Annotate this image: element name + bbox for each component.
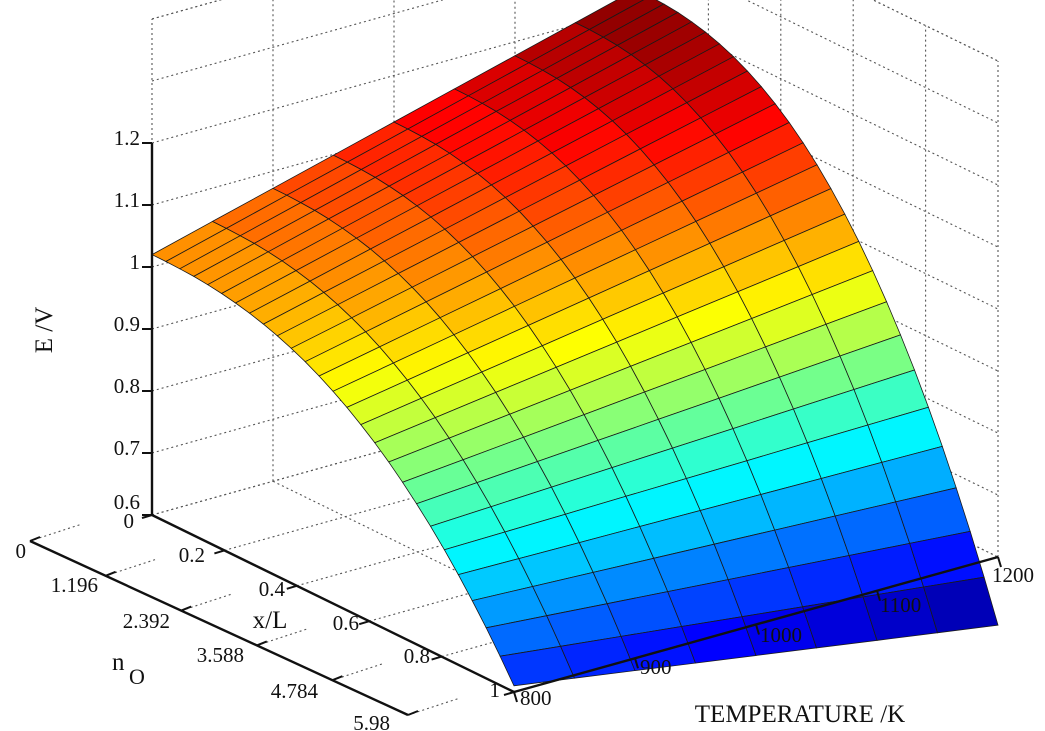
n-tick-labels: 0 1.196 2.392 3.588 4.784 5.98	[16, 539, 391, 731]
z-tick-label: 0.9	[114, 312, 140, 336]
x-tick-label: 1	[490, 678, 501, 702]
n-tick	[407, 710, 419, 716]
n-guide-line	[332, 662, 385, 681]
n-tick	[29, 536, 41, 542]
x-tick	[214, 549, 225, 555]
temperature-tick-labels: 800 900 1000 1100 1200	[520, 563, 1034, 710]
n-tick-label: 4.784	[271, 679, 319, 703]
x-tick	[286, 584, 298, 590]
n-tick-label: 3.588	[197, 643, 244, 667]
temperature-axis-label: TEMPERATURE /K	[695, 701, 905, 728]
n-guide-line	[256, 627, 309, 646]
grid-line	[871, 0, 999, 62]
temperature-tick	[513, 691, 518, 703]
n-tick-label: 0	[16, 539, 27, 563]
x-tick	[141, 514, 153, 519]
grid-line	[745, 0, 999, 124]
n-guide-line	[181, 593, 234, 612]
n-tick	[180, 605, 192, 612]
n-tick	[105, 570, 116, 577]
n-tick-label: 2.392	[123, 609, 170, 633]
n-axis-line	[29, 539, 409, 717]
n-guide-line	[29, 523, 83, 542]
surface	[151, 0, 999, 687]
z-axis-label: E /V	[31, 307, 58, 354]
x-axis-line	[151, 513, 515, 694]
grid-line	[151, 7, 637, 144]
temperature-tick	[876, 590, 881, 602]
z-tick-label: 1.2	[114, 126, 140, 150]
x-tick	[431, 655, 442, 661]
x-tick-label: 0.8	[404, 644, 430, 668]
z-tick-label: 1.1	[114, 188, 140, 212]
z-tick-label: 1	[130, 250, 141, 274]
z-tick-label: 0.7	[114, 436, 140, 460]
temperature-tick	[755, 624, 760, 635]
n-tick	[256, 640, 268, 647]
n-tick-label: 5.98	[353, 711, 390, 731]
grid-line	[635, 7, 999, 186]
temperature-tick-label: 1100	[880, 593, 921, 617]
axes	[29, 142, 1002, 717]
x-tick-label: 0	[124, 509, 135, 533]
temperature-tick-label: 1200	[992, 563, 1034, 587]
n-guide-line	[105, 558, 158, 577]
z-tick-label: 0.8	[114, 374, 140, 398]
n-guide-line	[407, 697, 461, 716]
x-tick-label: 0.4	[259, 577, 286, 601]
x-tick	[358, 620, 370, 626]
n-axis-label-subscript: O	[129, 664, 145, 689]
z-tick-labels: 0.6 0.7 0.8 0.9 1 1.1 1.2	[114, 126, 140, 514]
n-axis-label: n O	[112, 649, 145, 689]
temperature-tick	[997, 556, 1002, 568]
x-tick-label: 0.6	[333, 611, 359, 635]
n-tick-label: 1.196	[51, 573, 98, 597]
x-tick	[503, 691, 515, 696]
surface-cell	[923, 576, 999, 634]
temperature-tick-label: 1000	[760, 623, 802, 647]
x-tick-labels: 0 0.2 0.4 0.6 0.8 1	[124, 509, 501, 702]
surface-cell	[574, 0, 645, 30]
z-tick-label: 0.6	[114, 490, 140, 514]
x-axis-label: x/L	[253, 607, 288, 634]
temperature-tick-label: 900	[640, 655, 672, 679]
temperature-tick	[634, 657, 639, 669]
n-axis-label-main: n	[112, 649, 125, 676]
n-tick	[332, 675, 343, 682]
x-tick-label: 0.2	[179, 543, 205, 567]
grid-line	[635, 69, 999, 248]
grid-line	[151, 0, 445, 82]
temperature-tick-label: 800	[520, 686, 552, 710]
